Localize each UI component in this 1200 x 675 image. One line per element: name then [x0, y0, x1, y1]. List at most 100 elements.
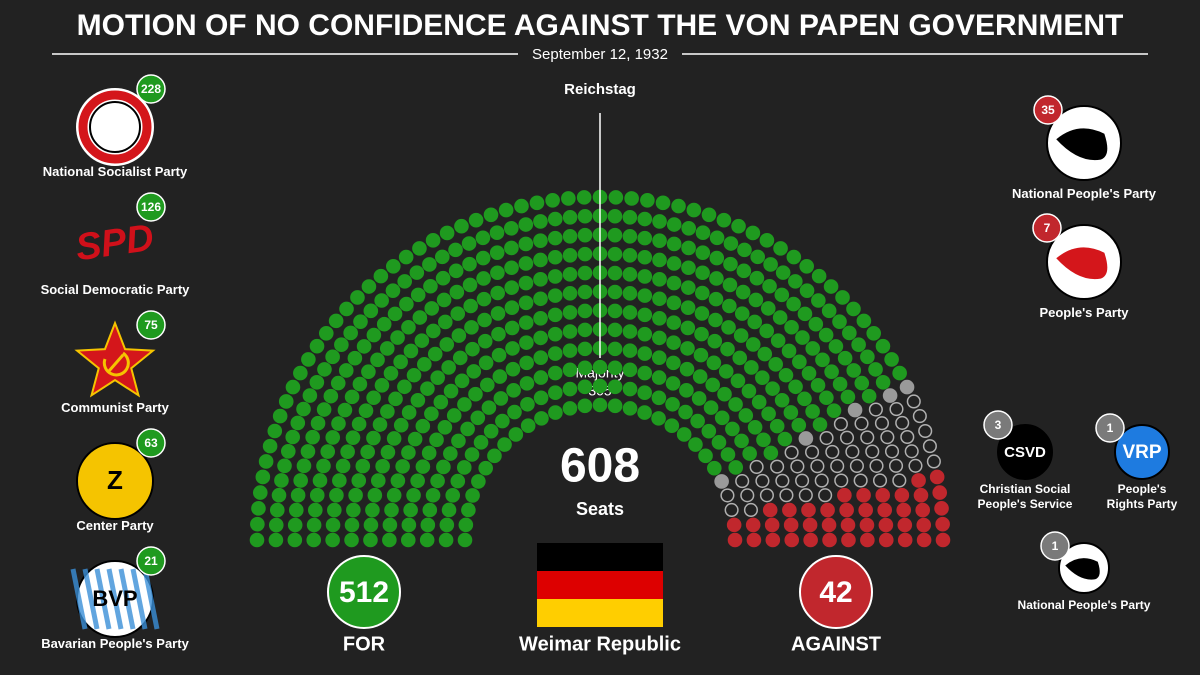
seat: [839, 502, 854, 518]
seat: [859, 517, 875, 533]
seat: [293, 473, 308, 488]
seat: [373, 268, 389, 284]
seat: [425, 487, 441, 503]
seat: [450, 473, 466, 489]
logo-text: VRP: [1122, 442, 1161, 463]
seat: [372, 417, 388, 432]
seat: [818, 327, 834, 343]
seat: [846, 301, 861, 317]
seat: [414, 333, 430, 348]
seat: [478, 355, 494, 371]
seat: [679, 383, 694, 398]
seat: [880, 430, 895, 445]
seat: [746, 532, 762, 548]
seat: [386, 487, 402, 503]
seat: [461, 502, 476, 518]
seat-badge: [136, 546, 166, 576]
seat: [533, 390, 549, 406]
seat: [287, 517, 303, 533]
seat: [828, 339, 844, 354]
seat: [384, 502, 399, 518]
seat: [778, 367, 794, 383]
logo-lozenge: [70, 568, 88, 630]
seat-count: 63: [144, 436, 158, 450]
seat: [533, 252, 548, 268]
seat: [577, 284, 593, 300]
party-logo: SPD: [73, 217, 156, 269]
seat: [306, 517, 322, 533]
seat: [652, 310, 667, 326]
seat-badge: [1033, 95, 1063, 125]
seat: [489, 225, 505, 241]
seat: [547, 288, 563, 303]
seat: [779, 488, 794, 503]
seat: [343, 325, 358, 341]
seat: [856, 487, 871, 503]
total-seats: 608: [560, 440, 640, 493]
seat: [387, 306, 403, 322]
seat: [915, 502, 931, 518]
seat: [872, 473, 888, 488]
seat: [894, 487, 910, 503]
seat: [577, 398, 593, 414]
seat: [792, 354, 807, 370]
seat: [740, 488, 755, 503]
seat-count: 35: [1041, 103, 1055, 117]
seat: [769, 418, 785, 434]
seat: [823, 279, 839, 294]
seat: [419, 532, 435, 548]
seat: [837, 487, 852, 503]
seat: [728, 397, 743, 412]
seat: [690, 413, 705, 429]
seat: [320, 444, 336, 459]
seat: [355, 458, 371, 474]
seat: [437, 314, 453, 330]
seat: [693, 347, 709, 363]
seat: [562, 228, 578, 244]
seat: [533, 370, 549, 385]
seat: [607, 246, 623, 262]
seat: [545, 192, 560, 208]
seat: [514, 198, 529, 214]
seat: [760, 301, 776, 316]
logo-ring: [78, 90, 152, 164]
logo-lozenge: [142, 568, 160, 630]
seat: [708, 312, 723, 328]
seat: [795, 330, 810, 345]
seat: [325, 430, 341, 445]
seat: [439, 225, 455, 241]
seat: [495, 413, 510, 429]
seat: [747, 420, 763, 435]
seat: [720, 447, 736, 462]
seat: [900, 429, 915, 445]
seat: [438, 532, 454, 548]
logo-lozenge: [106, 568, 124, 630]
seat: [622, 305, 638, 320]
seat: [788, 379, 803, 395]
seat: [464, 320, 479, 335]
seat: [830, 459, 845, 474]
seat: [745, 517, 761, 533]
seat: [666, 217, 682, 232]
seat: [651, 350, 667, 365]
seat: [622, 362, 638, 378]
seat: [810, 377, 826, 393]
logo-text: SPD: [73, 217, 156, 269]
seat: [386, 431, 402, 446]
seat: [695, 245, 711, 260]
seat: [374, 293, 389, 308]
seat: [786, 296, 801, 312]
seat: [380, 444, 396, 460]
seat: [451, 433, 466, 449]
seat: [825, 444, 840, 459]
seat: [911, 473, 926, 488]
seat-count: 75: [144, 318, 158, 332]
seat: [725, 421, 740, 437]
seat: [518, 275, 534, 291]
seat: [877, 502, 893, 518]
seat: [519, 355, 534, 371]
seat: [327, 502, 342, 518]
seat: [932, 485, 948, 500]
seat: [577, 322, 593, 338]
seat: [866, 325, 882, 341]
